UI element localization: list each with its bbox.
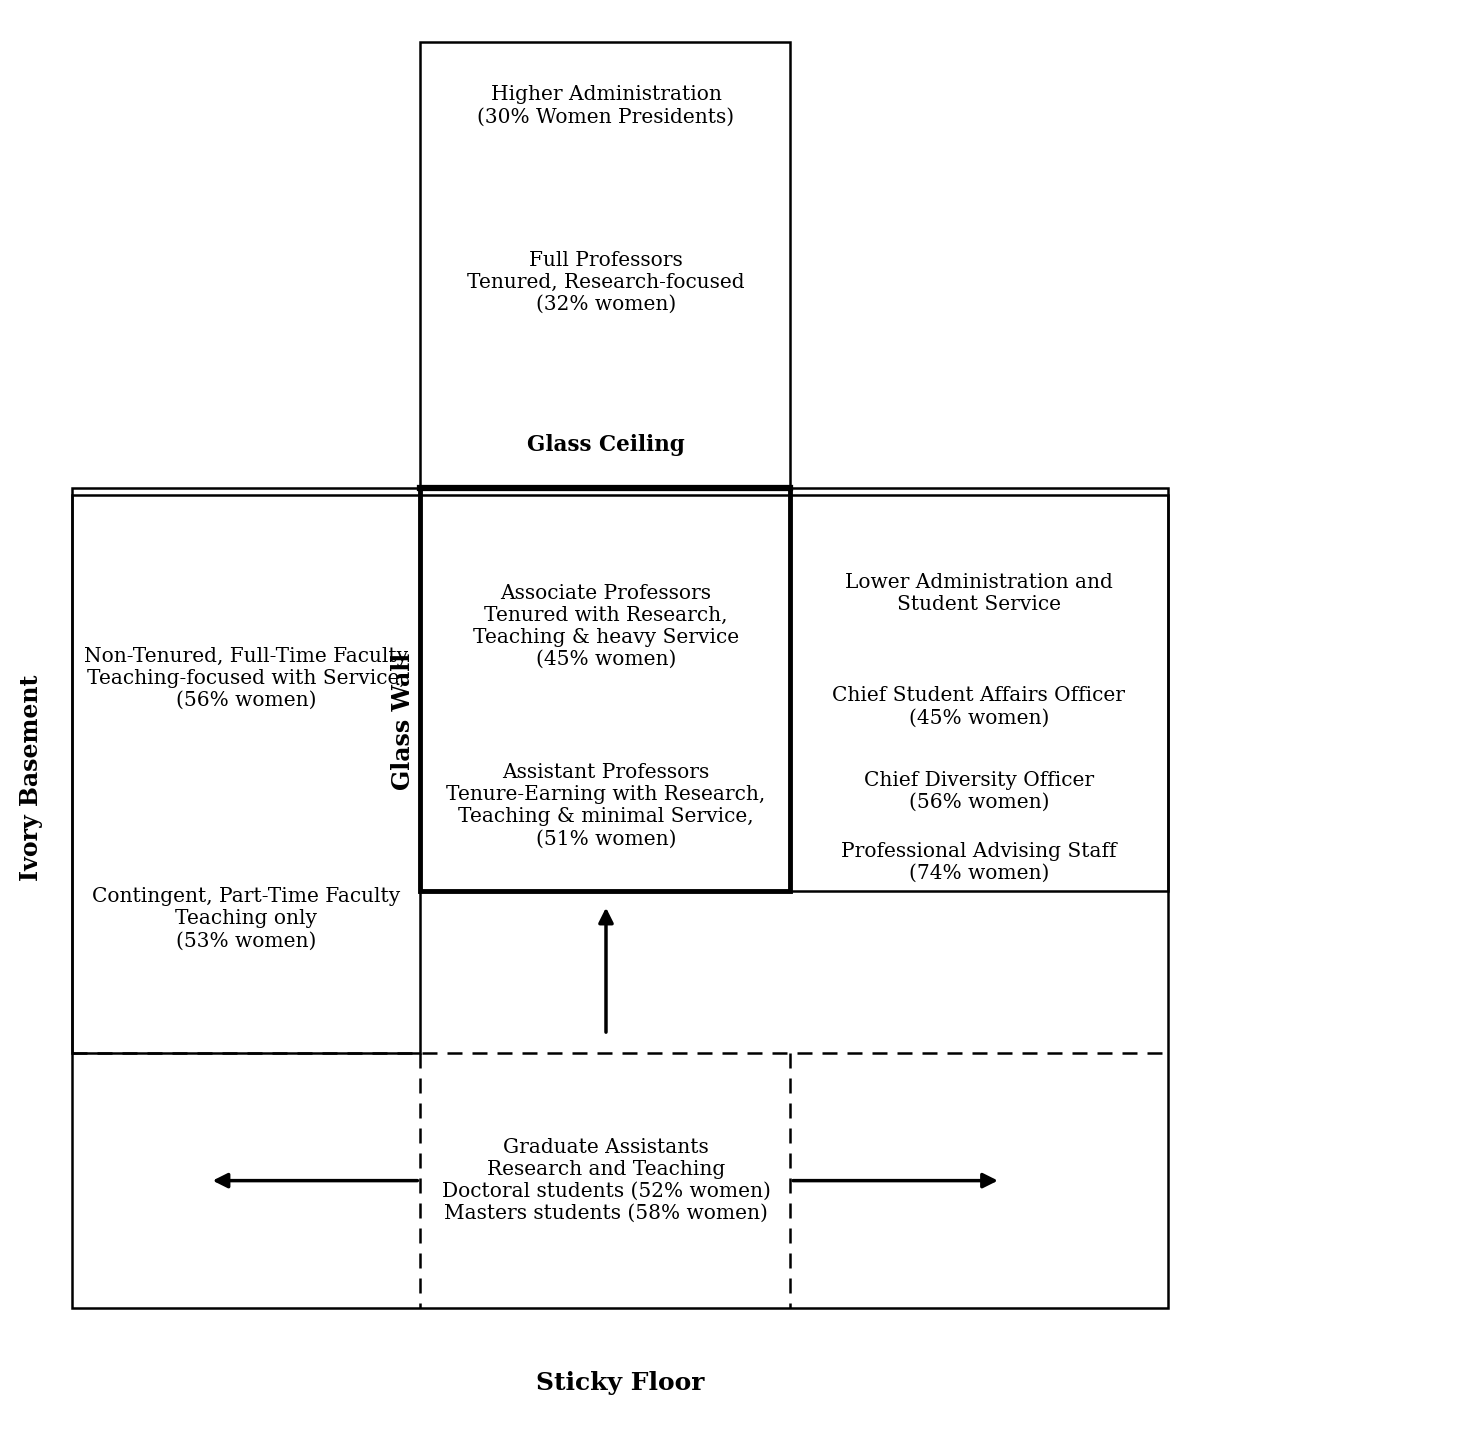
Text: Glass Ceiling: Glass Ceiling	[527, 434, 685, 456]
Text: Professional Advising Staff
(74% women): Professional Advising Staff (74% women)	[842, 842, 1117, 883]
Text: Sticky Floor: Sticky Floor	[537, 1371, 704, 1394]
Text: Full Professors
Tenured, Research-focused
(32% women): Full Professors Tenured, Research-focuse…	[467, 251, 745, 314]
Bar	[790, 487, 1167, 891]
Text: Associate Professors
Tenured with Research,
Teaching & heavy Service
(45% women): Associate Professors Tenured with Resear…	[473, 584, 740, 669]
Bar	[420, 42, 790, 487]
Text: Higher Administration
(30% Women Presidents): Higher Administration (30% Women Preside…	[478, 85, 735, 127]
Bar	[72, 487, 420, 1053]
Text: Assistant Professors
Tenure-Earning with Research,
Teaching & minimal Service,
(: Assistant Professors Tenure-Earning with…	[447, 763, 766, 848]
Text: Chief Student Affairs Officer
(45% women): Chief Student Affairs Officer (45% women…	[833, 686, 1126, 727]
Text: Glass Wall: Glass Wall	[390, 652, 414, 790]
Text: Lower Administration and
Student Service: Lower Administration and Student Service	[845, 574, 1112, 614]
Text: Contingent, Part-Time Faculty
Teaching only
(53% women): Contingent, Part-Time Faculty Teaching o…	[92, 887, 401, 950]
Bar	[420, 487, 790, 891]
Text: Graduate Assistants
Research and Teaching
Doctoral students (52% women)
Masters : Graduate Assistants Research and Teachin…	[442, 1138, 771, 1223]
Text: Non-Tenured, Full-Time Faculty
Teaching-focused with Service,
(56% women): Non-Tenured, Full-Time Faculty Teaching-…	[84, 647, 408, 709]
Text: Chief Diversity Officer
(56% women): Chief Diversity Officer (56% women)	[864, 771, 1094, 812]
Text: Ivory Basement: Ivory Basement	[19, 675, 43, 881]
Bar	[72, 495, 1167, 1308]
